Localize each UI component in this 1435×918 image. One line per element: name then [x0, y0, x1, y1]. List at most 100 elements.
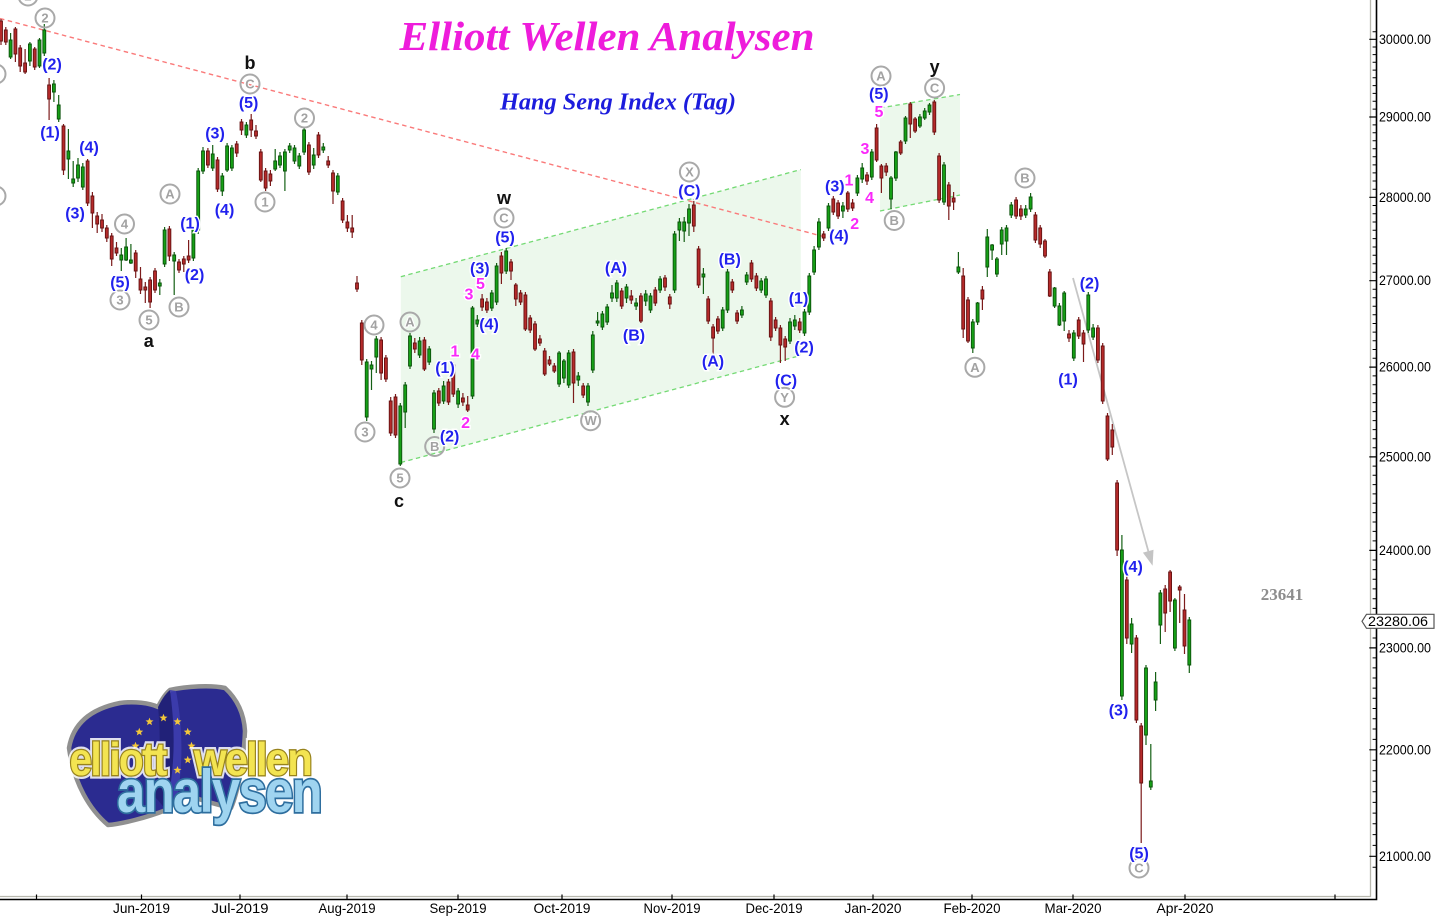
- svg-text:2: 2: [461, 415, 470, 432]
- svg-text:b: b: [245, 53, 256, 73]
- svg-text:(3): (3): [825, 178, 845, 195]
- svg-text:4: 4: [370, 318, 378, 333]
- svg-text:(4): (4): [479, 317, 499, 334]
- svg-text:Oct-2019: Oct-2019: [534, 900, 591, 916]
- svg-text:(4): (4): [829, 228, 849, 245]
- svg-text:x: x: [780, 409, 790, 429]
- svg-text:(5): (5): [869, 86, 889, 103]
- svg-text:(2): (2): [185, 267, 205, 284]
- svg-text:(4): (4): [215, 202, 235, 219]
- svg-text:3: 3: [861, 141, 870, 158]
- svg-text:28000.00: 28000.00: [1379, 189, 1431, 205]
- svg-text:5: 5: [396, 471, 403, 486]
- svg-text:(B): (B): [623, 328, 645, 345]
- svg-text:wellen: wellen: [193, 733, 311, 785]
- svg-text:Hang Seng Index (Tag): Hang Seng Index (Tag): [499, 90, 736, 116]
- svg-text:Mar-2020: Mar-2020: [1045, 900, 1102, 916]
- svg-text:5: 5: [476, 276, 485, 293]
- svg-text:B: B: [890, 213, 899, 228]
- svg-text:Jul-2019: Jul-2019: [212, 900, 269, 916]
- svg-text:Apr-2020: Apr-2020: [1157, 900, 1214, 916]
- svg-text:(5): (5): [239, 95, 259, 112]
- svg-text:elliott: elliott: [70, 733, 167, 785]
- svg-text:Jan-2020: Jan-2020: [845, 900, 902, 916]
- svg-text:3: 3: [361, 425, 368, 440]
- svg-text:elliott: elliott: [70, 733, 167, 785]
- svg-text:(B): (B): [719, 251, 741, 268]
- svg-text:5: 5: [145, 313, 152, 328]
- svg-text:C: C: [499, 211, 509, 226]
- svg-text:A: A: [405, 315, 415, 330]
- svg-text:(1): (1): [435, 360, 455, 377]
- svg-text:A: A: [970, 360, 980, 375]
- svg-text:Elliott Wellen Analysen: Elliott Wellen Analysen: [398, 13, 814, 59]
- svg-text:3: 3: [116, 293, 123, 308]
- svg-text:Jun-2019: Jun-2019: [113, 900, 170, 916]
- svg-text:(5): (5): [495, 230, 515, 247]
- svg-text:21000.00: 21000.00: [1379, 848, 1431, 864]
- svg-text:24000.00: 24000.00: [1379, 542, 1431, 558]
- svg-text:23641: 23641: [1261, 585, 1304, 604]
- svg-text:22000.00: 22000.00: [1379, 741, 1431, 757]
- svg-text:A: A: [876, 69, 886, 84]
- svg-text:26000.00: 26000.00: [1379, 359, 1431, 375]
- svg-text:(1): (1): [789, 291, 809, 308]
- svg-text:25000.00: 25000.00: [1379, 448, 1431, 464]
- svg-text:C: C: [245, 77, 255, 92]
- svg-text:X: X: [685, 165, 694, 180]
- svg-text:23280.06: 23280.06: [1368, 613, 1428, 629]
- svg-text:5: 5: [875, 104, 884, 121]
- svg-text:y: y: [930, 57, 940, 77]
- svg-text:(3): (3): [205, 126, 225, 143]
- svg-text:30000.00: 30000.00: [1379, 31, 1431, 47]
- svg-text:1: 1: [845, 173, 854, 190]
- svg-text:3: 3: [465, 287, 474, 304]
- svg-text:analysen: analysen: [117, 758, 321, 825]
- svg-text:B: B: [1020, 171, 1029, 186]
- svg-text:B: B: [430, 439, 439, 454]
- svg-text:(1): (1): [1058, 372, 1078, 389]
- svg-text:4: 4: [121, 217, 129, 232]
- svg-text:W: W: [584, 413, 597, 428]
- svg-text:wellen: wellen: [193, 733, 311, 785]
- svg-text:(2): (2): [1080, 276, 1100, 293]
- svg-text:(2): (2): [440, 429, 460, 446]
- svg-text:B: B: [174, 300, 183, 315]
- svg-text:w: w: [496, 188, 512, 208]
- svg-text:2: 2: [301, 111, 308, 126]
- svg-text:(5): (5): [110, 275, 130, 292]
- svg-text:(1): (1): [40, 125, 60, 142]
- svg-text:27000.00: 27000.00: [1379, 272, 1431, 288]
- svg-text:(4): (4): [1123, 559, 1143, 576]
- svg-text:2: 2: [41, 11, 48, 26]
- svg-text:Aug-2019: Aug-2019: [319, 900, 376, 916]
- svg-text:(3): (3): [470, 261, 490, 278]
- svg-text:2: 2: [850, 216, 859, 233]
- svg-text:(A): (A): [702, 354, 724, 371]
- svg-text:Feb-2020: Feb-2020: [944, 900, 1001, 916]
- svg-text:(5): (5): [1129, 846, 1149, 863]
- svg-text:29000.00: 29000.00: [1379, 109, 1431, 125]
- svg-text:A: A: [165, 187, 175, 202]
- svg-text:C: C: [1134, 861, 1144, 876]
- svg-text:(4): (4): [79, 140, 99, 157]
- svg-text:Dec-2019: Dec-2019: [746, 900, 803, 916]
- svg-text:(C): (C): [678, 183, 700, 200]
- svg-text:(1): (1): [180, 216, 200, 233]
- svg-text:Nov-2019: Nov-2019: [644, 900, 701, 916]
- svg-text:2: 2: [24, 0, 31, 4]
- svg-text:(2): (2): [794, 340, 814, 357]
- svg-text:(2): (2): [42, 57, 62, 74]
- svg-text:Y: Y: [780, 390, 789, 405]
- svg-text:(3): (3): [65, 206, 85, 223]
- svg-text:1: 1: [261, 195, 268, 210]
- svg-text:4: 4: [471, 346, 480, 363]
- svg-text:(C): (C): [775, 373, 797, 390]
- svg-text:C: C: [930, 81, 940, 96]
- svg-text:1: 1: [451, 344, 460, 361]
- svg-text:23000.00: 23000.00: [1379, 639, 1431, 655]
- svg-text:a: a: [144, 331, 155, 351]
- svg-text:4: 4: [865, 190, 874, 207]
- svg-text:c: c: [394, 491, 404, 511]
- svg-text:Sep-2019: Sep-2019: [430, 900, 487, 916]
